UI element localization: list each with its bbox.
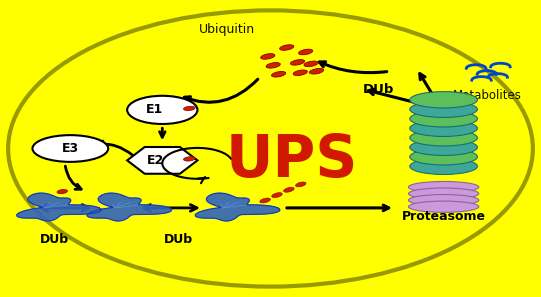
Ellipse shape: [410, 92, 477, 108]
Ellipse shape: [410, 111, 477, 127]
Text: DUb: DUb: [39, 233, 69, 246]
Text: DUb: DUb: [363, 83, 394, 96]
Ellipse shape: [272, 193, 282, 198]
Polygon shape: [87, 193, 171, 221]
Ellipse shape: [291, 60, 305, 65]
Ellipse shape: [8, 10, 533, 287]
Ellipse shape: [260, 198, 270, 203]
Ellipse shape: [410, 158, 477, 175]
Ellipse shape: [32, 135, 108, 162]
Text: Metabolites: Metabolites: [452, 89, 522, 102]
Ellipse shape: [261, 54, 275, 59]
Ellipse shape: [280, 45, 294, 50]
Text: Ubiquitin: Ubiquitin: [199, 23, 255, 36]
Ellipse shape: [304, 61, 318, 67]
Ellipse shape: [410, 101, 477, 117]
Ellipse shape: [293, 70, 307, 75]
Ellipse shape: [408, 188, 479, 199]
Ellipse shape: [309, 69, 324, 74]
Ellipse shape: [57, 189, 68, 194]
Text: Proteasome: Proteasome: [401, 210, 486, 223]
Ellipse shape: [183, 106, 195, 110]
Ellipse shape: [266, 63, 280, 68]
Text: E3: E3: [62, 142, 79, 155]
Ellipse shape: [295, 182, 306, 187]
Ellipse shape: [410, 139, 477, 156]
Ellipse shape: [408, 201, 479, 212]
Ellipse shape: [183, 157, 195, 161]
Polygon shape: [17, 193, 101, 221]
Ellipse shape: [408, 181, 479, 193]
Ellipse shape: [283, 187, 294, 192]
Text: E1: E1: [146, 103, 163, 116]
Ellipse shape: [299, 49, 313, 55]
Text: E2: E2: [147, 154, 164, 167]
Ellipse shape: [272, 72, 286, 77]
Ellipse shape: [410, 129, 477, 146]
Ellipse shape: [410, 120, 477, 137]
Polygon shape: [127, 147, 197, 174]
Ellipse shape: [410, 149, 477, 165]
Ellipse shape: [408, 195, 479, 206]
Text: DUb: DUb: [164, 233, 193, 246]
Text: UPS: UPS: [226, 132, 358, 189]
Ellipse shape: [127, 96, 197, 124]
Polygon shape: [195, 193, 280, 221]
